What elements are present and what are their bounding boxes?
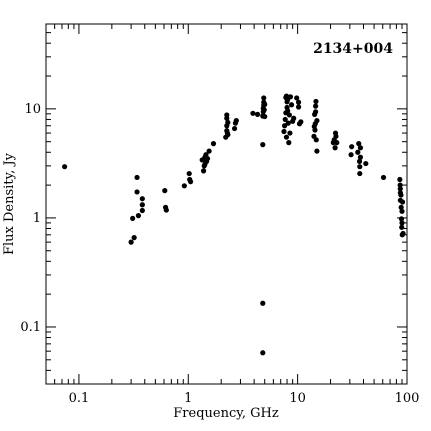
data-point	[363, 160, 369, 167]
data-point	[313, 137, 319, 143]
data-point	[282, 123, 288, 129]
data-point	[349, 144, 355, 150]
data-points	[62, 93, 406, 356]
x-axis-label: Frequency, GHz	[173, 406, 279, 421]
data-point	[225, 119, 231, 126]
data-point	[128, 239, 134, 245]
data-point	[250, 110, 256, 116]
y-tick-label: 1	[33, 211, 41, 226]
data-point	[262, 113, 268, 120]
data-point	[262, 101, 268, 107]
data-point	[298, 119, 304, 125]
data-point	[291, 115, 297, 121]
data-point	[312, 127, 318, 133]
data-point	[398, 204, 404, 210]
data-point	[224, 112, 230, 118]
data-point	[380, 174, 387, 181]
data-point	[281, 128, 287, 135]
data-point	[200, 168, 207, 174]
data-point	[131, 235, 137, 241]
data-point	[225, 132, 231, 138]
data-point	[295, 104, 302, 110]
data-point	[357, 170, 363, 177]
y-tick-label: 10	[24, 102, 41, 117]
axis-ticks	[45, 23, 408, 385]
data-point	[399, 199, 406, 205]
data-point	[261, 95, 267, 101]
data-point	[188, 179, 194, 185]
data-point	[260, 350, 266, 356]
data-point	[294, 95, 300, 101]
data-point	[332, 145, 338, 151]
data-point	[397, 186, 403, 192]
data-point	[357, 164, 363, 170]
x-tick-label: 1	[184, 391, 192, 406]
data-point	[334, 140, 340, 146]
data-point	[163, 207, 169, 213]
data-point	[398, 216, 405, 222]
data-point	[134, 174, 140, 181]
x-tick-label: 100	[395, 391, 420, 406]
data-point	[286, 140, 292, 146]
data-point	[333, 133, 339, 139]
data-point	[139, 207, 145, 214]
data-point	[134, 189, 140, 195]
data-point	[285, 120, 291, 126]
data-point	[181, 183, 187, 189]
data-point	[285, 108, 291, 114]
data-point	[206, 148, 212, 154]
data-point	[399, 220, 405, 226]
data-point	[162, 188, 168, 194]
data-point	[287, 130, 293, 136]
data-point	[398, 192, 404, 198]
data-point	[295, 99, 302, 105]
data-point	[356, 141, 362, 147]
data-point	[282, 116, 288, 123]
x-tick-label: 10	[289, 391, 306, 406]
data-point	[314, 148, 320, 154]
data-point	[357, 145, 364, 151]
data-point	[313, 98, 319, 105]
data-point	[260, 142, 266, 148]
data-point	[288, 102, 295, 108]
data-point	[399, 208, 405, 214]
data-point	[233, 118, 239, 124]
data-point	[287, 94, 294, 100]
data-point	[356, 158, 363, 164]
data-point	[399, 224, 405, 230]
x-tick-label: 0.1	[69, 391, 90, 406]
data-point	[135, 213, 142, 219]
data-point	[203, 152, 209, 158]
plot-frame	[45, 23, 408, 385]
data-point	[348, 152, 354, 158]
y-tick-label: 0.1	[20, 320, 41, 335]
data-point	[231, 125, 238, 132]
data-point	[400, 230, 406, 237]
chart-title: 2134+004	[313, 41, 393, 57]
data-point	[186, 170, 192, 177]
data-point	[210, 141, 217, 147]
tick-labels: 0.1 1 10 100 0.1 1 10	[20, 102, 419, 406]
data-point	[130, 215, 136, 221]
data-point	[313, 109, 319, 115]
data-point	[204, 155, 211, 162]
data-point	[314, 118, 320, 124]
data-point	[139, 202, 145, 208]
data-point	[397, 182, 403, 188]
data-point	[286, 112, 292, 118]
data-point	[283, 134, 290, 140]
data-point	[397, 176, 403, 183]
data-point	[260, 300, 266, 306]
data-point	[357, 154, 364, 160]
data-point	[261, 107, 267, 113]
data-point	[355, 149, 361, 155]
data-point	[139, 196, 145, 202]
data-point	[313, 103, 319, 109]
data-point	[254, 111, 261, 117]
y-axis-label: Flux Density, Jy	[2, 152, 17, 255]
data-point	[62, 164, 68, 170]
